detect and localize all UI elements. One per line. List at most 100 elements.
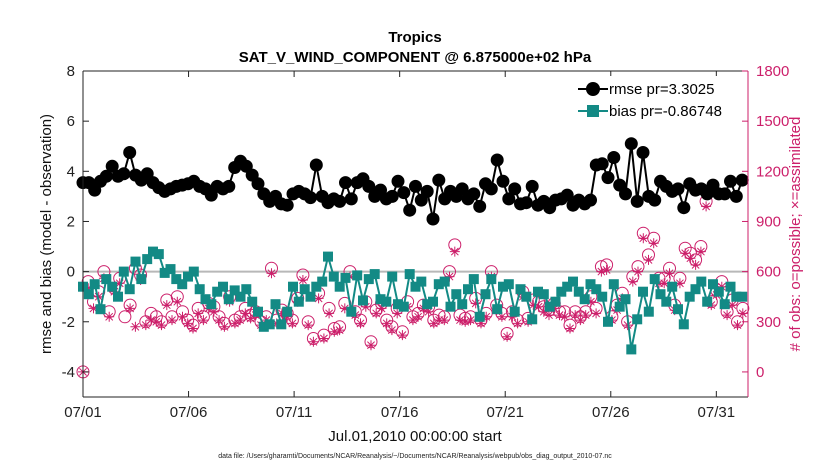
bias-point — [649, 274, 660, 285]
bias-point — [538, 289, 549, 300]
obs-assimilated-point — [455, 315, 465, 326]
bias-point — [124, 284, 135, 295]
bias-point — [142, 254, 153, 265]
bias-point — [130, 256, 141, 267]
rmse-point — [280, 198, 294, 212]
bias-point — [328, 271, 339, 282]
obs-assimilated-point — [182, 318, 193, 329]
bias-point — [200, 294, 211, 305]
bias-point — [311, 281, 322, 292]
bias-point — [568, 276, 578, 287]
bias-point — [480, 289, 491, 300]
bias-point — [118, 266, 129, 277]
rmse-point — [385, 189, 399, 203]
bias-point — [107, 281, 118, 292]
legend-bias-label: bias pr=-0.86748 — [609, 103, 722, 120]
bias-point — [317, 276, 328, 287]
obs-assimilated-point — [125, 303, 136, 314]
bias-series — [78, 246, 748, 355]
right-y-axis-ticks: 0 300 600 900 1200 1500 1800 — [742, 63, 789, 381]
bias-point — [305, 291, 316, 302]
bias-point — [684, 291, 695, 302]
bias-point — [95, 304, 106, 315]
left-y-tick-label: 6 — [67, 113, 75, 130]
bias-point — [218, 281, 228, 292]
bias-point — [416, 276, 427, 287]
obs-assimilated-point — [198, 315, 209, 326]
obs-assimilated-point — [685, 253, 696, 264]
obs-assimilated-point — [214, 315, 225, 326]
obs-assimilated-point — [633, 266, 643, 277]
bias-point — [212, 286, 223, 297]
bias-point — [113, 291, 123, 302]
bias-point — [346, 306, 357, 317]
bias-point — [667, 281, 678, 292]
left-y-tick-label: -4 — [62, 364, 75, 381]
obs-assimilated-point — [680, 248, 691, 259]
obs-assimilated-point — [512, 318, 523, 329]
rmse-point — [304, 191, 317, 205]
rmse-point — [362, 179, 376, 193]
bias-point — [492, 304, 503, 315]
right-y-tick-label: 1200 — [756, 163, 789, 180]
rmse-point — [724, 174, 737, 188]
bias-point — [422, 299, 433, 310]
obs-assimilated-point — [360, 301, 371, 312]
x-tick-label: 07/06 — [170, 404, 208, 421]
rmse-point — [339, 176, 352, 190]
obs-assimilated-point — [151, 316, 162, 327]
obs-assimilated-point — [502, 331, 513, 342]
left-y-tick-label: 4 — [67, 163, 75, 180]
bias-point — [340, 272, 351, 283]
obs-assimilated-point — [303, 320, 314, 331]
bias-point — [188, 266, 199, 277]
x-tick-label: 07/26 — [592, 404, 630, 421]
legend-bias-marker — [587, 105, 599, 117]
bias-point — [626, 344, 637, 355]
bias-point — [597, 291, 608, 302]
bias-point — [603, 316, 613, 327]
rmse-point — [99, 169, 113, 183]
rmse-point — [432, 173, 446, 187]
obs-assimilated-point — [339, 303, 350, 314]
bias-point — [468, 274, 479, 285]
rmse-point — [403, 203, 417, 217]
bias-point — [486, 274, 497, 285]
bias-point — [620, 294, 631, 305]
obs-assimilated-point — [538, 306, 549, 317]
left-y-tick-label: 2 — [67, 213, 75, 230]
obs-assimilated-point — [638, 233, 649, 244]
bias-point — [498, 281, 508, 292]
obs-assimilated-point — [407, 315, 418, 326]
chart-title: Tropics — [388, 29, 441, 46]
obs-assimilated-point — [674, 278, 685, 289]
x-tick-label: 07/21 — [486, 404, 524, 421]
obs-possible-point — [118, 310, 132, 324]
obs-assimilated-point — [329, 326, 340, 337]
right-y-tick-label: 900 — [756, 213, 781, 230]
bias-point — [223, 294, 234, 305]
legend-box — [574, 76, 740, 122]
rmse-point — [560, 188, 574, 202]
obs-assimilated-point — [161, 300, 172, 311]
bias-point — [264, 319, 275, 330]
chart-subtitle: SAT_V_WIND_COMPONENT @ 6.875000e+02 hPa — [239, 49, 592, 66]
rmse-point — [607, 151, 621, 164]
bias-point — [585, 279, 596, 290]
bias-point — [177, 279, 188, 290]
obs-assimilated-point — [659, 278, 670, 289]
obs-assimilated-point — [88, 303, 99, 314]
bias-point — [608, 279, 619, 290]
bias-point — [183, 271, 193, 282]
obs-assimilated-point — [533, 301, 544, 312]
rmse-point — [630, 194, 644, 208]
obs-assimilated-point — [297, 275, 308, 285]
bias-point — [673, 304, 683, 315]
left-y-tick-label: -2 — [62, 314, 75, 331]
obs-assimilated-point — [188, 323, 198, 334]
obs-assimilated-point — [371, 308, 382, 319]
rmse-point — [251, 177, 265, 191]
bias-point — [393, 299, 403, 310]
bias-point — [439, 276, 450, 287]
